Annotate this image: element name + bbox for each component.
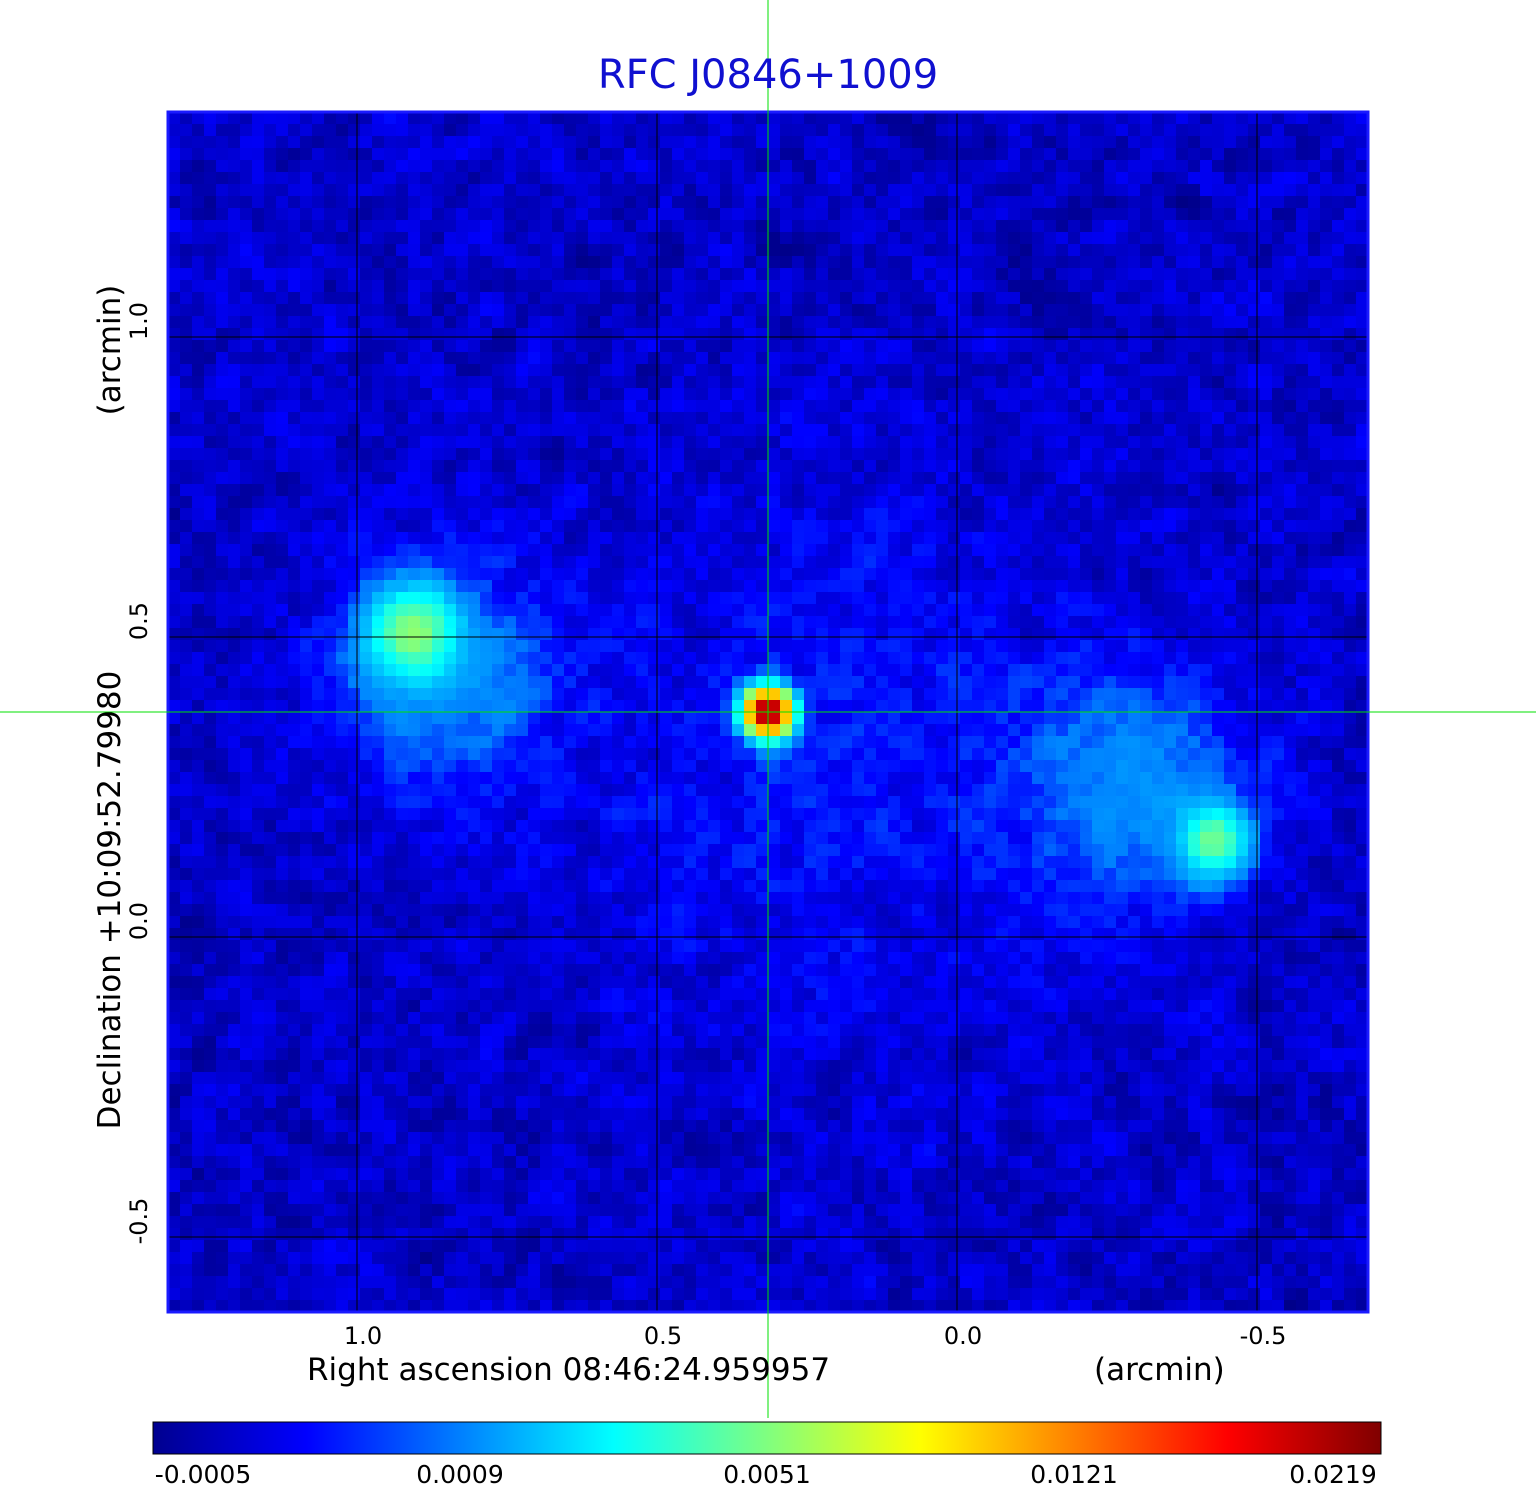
colorbar — [153, 1422, 1381, 1454]
x-axis-unit: (arcmin) — [1094, 1352, 1225, 1388]
y-axis-unit: (arcmin) — [92, 285, 128, 416]
colorbar-tick-label: 0.0009 — [416, 1460, 503, 1489]
x-tick-label: 0.5 — [644, 1322, 682, 1350]
y-axis-label: Declination +10:09:52.79980 — [92, 671, 128, 1130]
y-tick-label: -0.5 — [125, 1198, 153, 1245]
x-axis-label: Right ascension 08:46:24.959957 — [307, 1352, 830, 1388]
y-tick-label: 1.0 — [125, 302, 153, 340]
y-tick-label: 0.0 — [125, 902, 153, 940]
colorbar-tick-label: -0.0005 — [155, 1460, 252, 1489]
y-tick-label: 0.5 — [125, 602, 153, 640]
chart-title: RFC J0846+1009 — [0, 52, 1536, 98]
colorbar-tick-label: 0.0121 — [1030, 1460, 1117, 1489]
x-tick-label: -0.5 — [1240, 1322, 1287, 1350]
colorbar-tick-label: 0.0051 — [723, 1460, 810, 1489]
x-tick-label: 1.0 — [344, 1322, 382, 1350]
x-tick-label: 0.0 — [944, 1322, 982, 1350]
colorbar-tick-label: 0.0219 — [1289, 1460, 1376, 1489]
